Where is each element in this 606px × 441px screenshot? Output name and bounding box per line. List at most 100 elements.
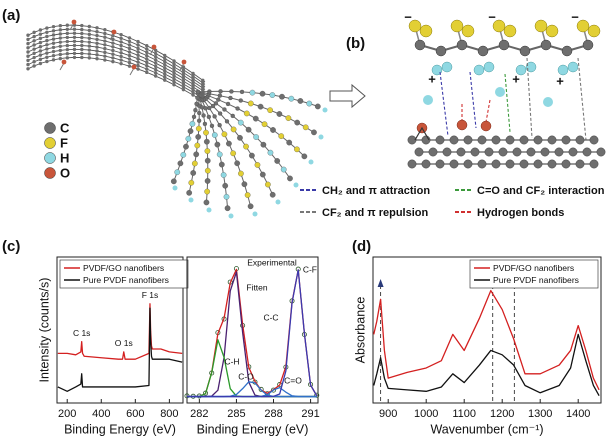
hydrogen-atom [442,62,452,72]
chain-atom [303,125,308,130]
x-tick-label: 288 [264,408,282,420]
tube-atom [73,32,76,35]
sheet-atom [457,148,465,156]
tube-atom [172,65,175,68]
tube-atom [119,55,122,58]
sheet-atom [499,148,507,156]
chain-atom [196,90,200,94]
tube-atom [163,69,166,72]
atom-label: O [60,165,70,180]
tube-atom [103,39,106,42]
tube-atom [73,48,76,51]
tube-atom [119,62,122,65]
chain-atom [205,158,210,163]
tube-atom [59,49,62,52]
tube-atom [145,51,148,54]
chain-atom [203,122,207,126]
tube-atom [59,36,62,39]
tube-atom [39,62,42,65]
chain-atom [223,183,228,188]
tube-atom [154,65,157,68]
interaction-label: CH₂ and π attraction [322,185,430,197]
chain-atom [211,104,215,108]
tube-atom [163,66,166,69]
tube-atom [103,28,106,31]
tube-atom [103,47,106,50]
atom-label: F [60,135,68,150]
x-axis-title: Wavenumber (cm⁻¹) [430,422,543,436]
sheet-atom [506,136,514,144]
tube-atom [26,38,29,41]
tube-atom [119,51,122,54]
tube-atom [52,25,55,28]
sheet-atom [464,136,472,144]
hydrogen-atom [543,97,553,107]
chain-atom [279,94,284,99]
tube-atom [95,26,98,29]
sheet-atom [534,136,542,144]
sheet-atom [415,148,423,156]
charge: − [488,9,496,24]
tube-atom [172,80,175,83]
sheet-atom [492,136,500,144]
peak-label: F 1s [142,290,159,300]
chain-atom [270,127,275,132]
tube-atom [80,28,83,31]
tube-atom [73,36,76,39]
fluorine-atom [420,25,432,37]
carbon-atom [436,46,446,56]
chain-atom [279,133,284,138]
tube-atom [45,60,48,63]
fluorine-atom [462,25,474,37]
tube-atom [136,64,139,67]
x-tick-label: 600 [126,408,144,420]
tube-atom [80,40,83,43]
sheet-atom [471,148,479,156]
hydrogen-atom [423,95,433,105]
sheet-atom [590,160,598,168]
interaction-line [578,58,586,140]
x-axis-title: Binding Energy (eV) [197,422,309,436]
chain-atom [171,179,176,184]
carbon-atom [520,46,530,56]
peak-label: O 1s [115,338,133,348]
chain-atom [295,120,300,125]
x-tick-label: 1000 [414,408,438,420]
charge: − [571,9,579,24]
tube-atom [136,47,139,50]
tube-atom [128,50,131,53]
chain-atom [205,148,210,153]
tube-atom [80,44,83,47]
tube-atom [59,32,62,35]
carbon-atom [478,46,488,56]
chain-atom [195,134,200,139]
tube-atom [66,48,69,51]
panel-label: (d) [352,238,371,255]
tube-atom [59,45,62,48]
tube-atom [145,67,148,70]
chain-tip [309,160,314,165]
oxygen-atom [152,45,157,50]
sheet-atom [590,136,598,144]
chain-atom [195,143,200,148]
panel-label: (a) [2,7,20,24]
tube-atom [154,74,157,77]
tube-atom [66,36,69,39]
x-tick-label: 1100 [452,408,476,420]
carbon-atom [415,40,425,50]
tube-atom [136,43,139,46]
charge: − [404,9,412,24]
tube-atom [66,56,69,59]
legend-label: PVDF/GO nanofibers [493,263,574,273]
tube-atom [191,93,194,96]
tube-atom [32,60,35,63]
chain-atom [215,142,220,147]
sheet-atom [569,148,577,156]
chain-atom [302,154,307,159]
oxygen-atom [62,60,67,65]
tube-atom [172,59,175,62]
chain-atom [236,107,240,111]
tube-atom [136,54,139,57]
x-tick-label: 1300 [528,408,552,420]
carbon-atom [457,40,467,50]
